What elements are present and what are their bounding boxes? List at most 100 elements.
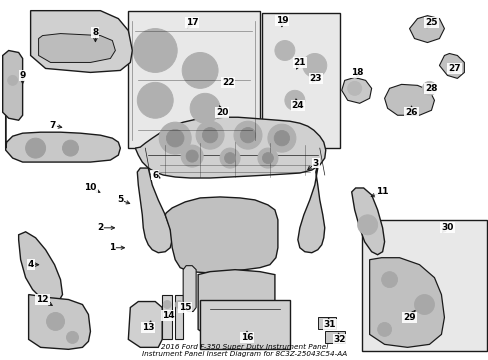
- Polygon shape: [198, 270, 274, 339]
- Circle shape: [347, 81, 361, 95]
- Text: 25: 25: [425, 18, 437, 27]
- Circle shape: [191, 62, 209, 80]
- Circle shape: [146, 91, 164, 109]
- Bar: [175, 294, 183, 339]
- Circle shape: [196, 121, 224, 149]
- Text: 2016 Ford F-350 Super Duty Instrument Panel
Instrument Panel Insert Diagram for : 2016 Ford F-350 Super Duty Instrument Pa…: [142, 344, 346, 357]
- Polygon shape: [183, 266, 196, 311]
- Circle shape: [198, 101, 212, 115]
- Text: 9: 9: [20, 71, 26, 80]
- Circle shape: [262, 153, 273, 163]
- Circle shape: [377, 323, 391, 336]
- Bar: [200, 300, 289, 349]
- Polygon shape: [384, 84, 433, 115]
- Text: 20: 20: [215, 108, 228, 117]
- Text: 2: 2: [97, 223, 103, 232]
- Text: 28: 28: [425, 84, 437, 93]
- Text: 14: 14: [162, 311, 174, 320]
- Circle shape: [302, 54, 326, 77]
- Text: 22: 22: [222, 78, 234, 87]
- Text: 26: 26: [405, 108, 417, 117]
- Circle shape: [143, 39, 167, 62]
- Polygon shape: [19, 232, 62, 302]
- Circle shape: [66, 332, 78, 343]
- Polygon shape: [135, 117, 325, 178]
- Text: 7: 7: [49, 121, 56, 130]
- Text: 6: 6: [152, 171, 158, 180]
- Circle shape: [308, 59, 320, 71]
- Bar: [262, 13, 339, 148]
- Circle shape: [258, 148, 277, 168]
- Polygon shape: [29, 294, 90, 349]
- Circle shape: [182, 53, 218, 88]
- Polygon shape: [31, 11, 132, 72]
- Text: 21: 21: [293, 58, 305, 67]
- Bar: [317, 318, 335, 329]
- Text: 31: 31: [323, 320, 335, 329]
- Text: 5: 5: [117, 195, 123, 204]
- Circle shape: [267, 124, 295, 152]
- Text: 29: 29: [403, 313, 415, 322]
- Text: 30: 30: [440, 223, 453, 232]
- Text: 4: 4: [27, 260, 34, 269]
- Circle shape: [25, 138, 45, 158]
- Circle shape: [46, 312, 64, 330]
- Circle shape: [137, 82, 173, 118]
- Text: 32: 32: [333, 335, 346, 344]
- Circle shape: [289, 95, 299, 105]
- Text: 15: 15: [179, 303, 191, 312]
- Bar: [162, 294, 172, 339]
- Circle shape: [224, 153, 235, 163]
- Circle shape: [357, 215, 377, 235]
- Text: 10: 10: [84, 184, 97, 193]
- Polygon shape: [439, 54, 464, 78]
- Text: 16: 16: [240, 333, 253, 342]
- Circle shape: [159, 122, 191, 154]
- Polygon shape: [165, 197, 277, 273]
- Bar: [361, 220, 487, 351]
- Circle shape: [186, 150, 198, 162]
- Circle shape: [181, 145, 203, 167]
- Circle shape: [220, 148, 240, 168]
- Circle shape: [62, 140, 78, 156]
- Circle shape: [381, 272, 397, 288]
- Text: 23: 23: [309, 74, 322, 83]
- Circle shape: [274, 130, 289, 146]
- Text: 11: 11: [376, 188, 388, 197]
- Text: 13: 13: [142, 323, 154, 332]
- Text: 12: 12: [36, 295, 49, 304]
- Circle shape: [285, 90, 304, 110]
- Text: 8: 8: [92, 28, 99, 37]
- Text: 3: 3: [312, 158, 318, 167]
- Circle shape: [202, 127, 217, 143]
- Polygon shape: [297, 168, 324, 253]
- Circle shape: [414, 294, 433, 315]
- Bar: [128, 11, 260, 148]
- Circle shape: [8, 75, 18, 85]
- Polygon shape: [128, 302, 162, 347]
- Polygon shape: [369, 258, 444, 347]
- Circle shape: [279, 45, 289, 55]
- Text: 18: 18: [351, 68, 363, 77]
- Polygon shape: [6, 100, 120, 162]
- Circle shape: [190, 93, 220, 123]
- Text: 17: 17: [185, 18, 198, 27]
- Circle shape: [163, 301, 171, 309]
- Circle shape: [240, 127, 255, 143]
- Polygon shape: [2, 50, 22, 120]
- Circle shape: [422, 81, 436, 95]
- Polygon shape: [341, 77, 371, 103]
- Polygon shape: [137, 168, 172, 253]
- Polygon shape: [351, 188, 384, 255]
- Text: 27: 27: [447, 64, 460, 73]
- Circle shape: [234, 121, 262, 149]
- Text: 1: 1: [109, 243, 115, 252]
- Bar: [324, 332, 344, 343]
- Circle shape: [175, 301, 183, 309]
- Circle shape: [133, 28, 177, 72]
- Circle shape: [166, 129, 183, 147]
- Circle shape: [274, 41, 294, 60]
- Polygon shape: [408, 15, 444, 42]
- Text: 19: 19: [275, 16, 287, 25]
- Polygon shape: [39, 33, 115, 62]
